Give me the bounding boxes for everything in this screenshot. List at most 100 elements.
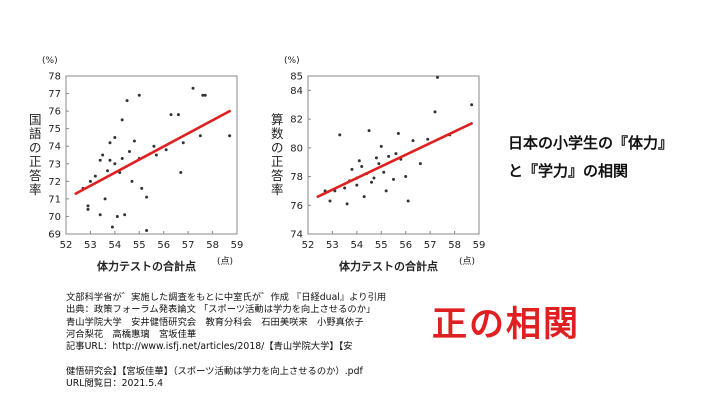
data-point — [128, 149, 132, 153]
y-label-char: 国 — [29, 112, 42, 127]
japanese-y-unit: (%) — [42, 56, 58, 66]
data-point — [98, 213, 102, 217]
japanese-x-unit: (点) — [217, 256, 233, 267]
source-line: 健悟研究会】【宮坂佳華】（スポーツ活動は学力を向上させるのか）.pdf — [66, 365, 363, 377]
x-tick-label: 57 — [424, 240, 437, 251]
x-tick-label: 54 — [350, 240, 363, 251]
math-trendline — [316, 122, 473, 198]
data-point — [179, 171, 183, 175]
x-tick-label: 59 — [231, 240, 244, 251]
data-point — [169, 113, 173, 117]
data-point — [120, 157, 124, 161]
source-line: 出典：政策フォーラム発表論文 「スポーツ活動は学力を向上させるのか」 — [66, 304, 376, 316]
data-point — [152, 144, 156, 148]
x-tick-label: 52 — [60, 240, 73, 251]
data-point — [137, 93, 141, 97]
data-point — [176, 113, 180, 117]
data-point — [370, 180, 374, 184]
data-point — [426, 137, 430, 141]
data-point — [106, 169, 110, 173]
data-point — [228, 134, 232, 138]
math-x-unit: (点) — [459, 256, 475, 267]
data-point — [86, 207, 90, 211]
y-label-char: 率 — [29, 182, 42, 197]
y-label-char: 数 — [271, 126, 284, 141]
y-tick-label: 74 — [48, 142, 61, 153]
source-line: URL閲覧日：2021.5.4 — [66, 378, 164, 390]
data-point — [115, 214, 119, 218]
data-point — [345, 202, 349, 206]
data-point — [418, 162, 422, 166]
data-point — [123, 213, 127, 217]
x-tick-label: 55 — [375, 240, 388, 251]
math-points — [323, 75, 474, 206]
japanese-plot-frame — [65, 75, 238, 235]
source-line: 河合梨花 高橋惠璃 宮坂佳華 — [66, 328, 197, 340]
japanese-x-label: 体力テストの合計点 — [97, 259, 196, 273]
y-label-char: 算 — [271, 112, 284, 127]
x-tick-label: 55 — [133, 240, 146, 251]
side-title-line2: と『学力』の相関 — [508, 162, 629, 180]
japanese-trendline — [74, 109, 231, 195]
data-point — [382, 170, 386, 174]
y-tick-label: 71 — [48, 194, 61, 205]
data-point — [108, 141, 112, 145]
data-point — [108, 158, 112, 162]
y-tick-label: 77 — [48, 89, 61, 100]
data-point — [101, 153, 105, 157]
data-point — [103, 197, 107, 201]
data-point — [145, 228, 149, 232]
data-point — [88, 179, 92, 183]
data-point — [338, 133, 342, 137]
y-tick-label: 85 — [290, 72, 303, 83]
data-point — [355, 183, 359, 187]
x-tick-label: 52 — [302, 240, 315, 251]
y-label-char: 答 — [29, 168, 42, 183]
source-line: 記事URL：http://www.isfj.net/articles/2018/… — [66, 341, 353, 353]
data-point — [384, 189, 388, 193]
data-point — [120, 118, 124, 122]
data-point — [350, 167, 354, 171]
data-point — [394, 152, 398, 156]
data-point — [86, 204, 90, 208]
x-tick-label: 53 — [326, 240, 339, 251]
data-point — [404, 175, 408, 179]
data-point — [113, 135, 117, 139]
positive-correlation-label: 正の相関 — [432, 305, 581, 345]
data-point — [435, 75, 439, 79]
x-tick-label: 56 — [157, 240, 170, 251]
data-point — [154, 153, 158, 157]
y-tick-label: 72 — [48, 177, 61, 188]
y-tick-label: 73 — [48, 159, 61, 170]
data-point — [164, 148, 168, 152]
source-line: 青山学院大学 安井健悟研究会 教育分科会 石田美咲来 小野真依子 — [66, 316, 364, 328]
y-tick-label: 76 — [48, 107, 61, 118]
data-point — [392, 177, 395, 181]
y-label-char: 答 — [271, 168, 284, 183]
y-tick-label: 78 — [290, 172, 303, 183]
japanese-points — [81, 86, 232, 232]
data-point — [374, 156, 378, 160]
data-point — [203, 93, 207, 97]
y-label-char: 語 — [29, 126, 42, 141]
x-tick-label: 54 — [108, 240, 121, 251]
data-point — [328, 199, 332, 203]
data-point — [140, 186, 144, 190]
y-tick-label: 82 — [290, 115, 303, 126]
y-label-char: の — [271, 140, 284, 155]
x-tick-label: 53 — [84, 240, 97, 251]
data-point — [411, 139, 415, 143]
y-tick-label: 74 — [290, 230, 303, 241]
math-plot-frame — [307, 75, 480, 235]
y-tick-label: 80 — [290, 143, 303, 154]
data-point — [360, 164, 364, 168]
source-citation: 文部科学省が゛実施した調査をもとに中室氏が゛作成 『日経dual』より引用 出典：… — [66, 292, 386, 390]
source-line — [66, 353, 386, 365]
data-point — [372, 176, 376, 180]
data-point — [201, 93, 205, 97]
data-point — [357, 159, 361, 163]
side-title-line1: 日本の小学生の『体力』 — [508, 134, 674, 152]
y-tick-label: 78 — [48, 72, 61, 83]
